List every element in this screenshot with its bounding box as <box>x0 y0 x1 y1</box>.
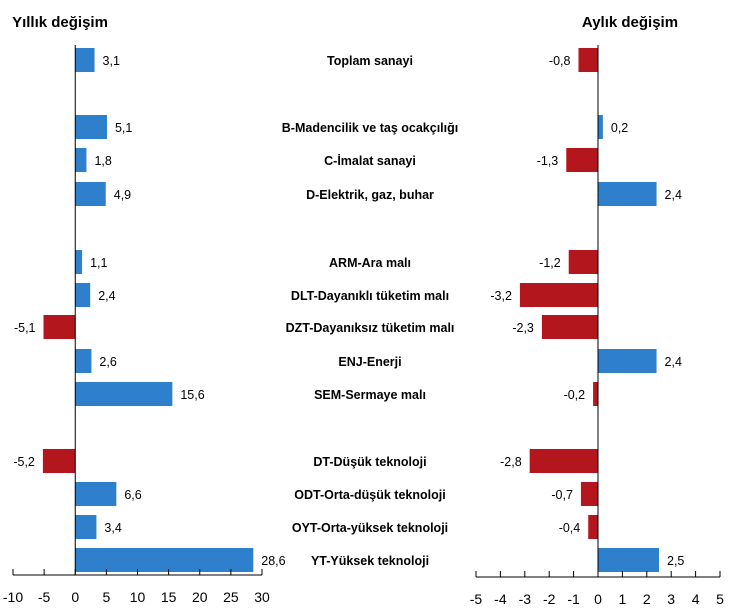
data-label: 3,4 <box>104 521 121 535</box>
bar <box>75 283 91 307</box>
tick-label: 25 <box>223 589 239 605</box>
bar <box>75 482 117 506</box>
bar <box>75 250 83 274</box>
tick-label: 5 <box>102 589 110 605</box>
category-label: ODT-Orta-düşük teknoloji <box>294 488 445 502</box>
bar <box>598 115 603 139</box>
data-label: -5,2 <box>13 455 35 469</box>
data-label: 2,4 <box>665 188 682 202</box>
category-label: ENJ-Enerji <box>338 355 401 369</box>
bar <box>75 515 97 539</box>
bar <box>75 182 106 206</box>
tick-label: -5 <box>38 589 51 605</box>
bar <box>598 548 659 572</box>
data-label: -0,7 <box>551 488 573 502</box>
data-label: -0,8 <box>549 54 571 68</box>
category-label: ARM-Ara malı <box>329 256 411 270</box>
tick-label: -4 <box>494 591 507 607</box>
tick-label: -3 <box>519 591 532 607</box>
category-label: DZT-Dayanıksız tüketim malı <box>286 321 455 335</box>
bar <box>75 349 92 373</box>
bar <box>568 250 598 274</box>
bar <box>42 449 76 473</box>
bar <box>588 515 598 539</box>
bar <box>529 449 598 473</box>
tick-label: 4 <box>692 591 700 607</box>
category-label: YT-Yüksek teknoloji <box>311 554 429 568</box>
category-label: D-Elektrik, gaz, buhar <box>306 188 434 202</box>
tick-label: 15 <box>161 589 177 605</box>
bar <box>598 182 657 206</box>
tick-label: 0 <box>71 589 79 605</box>
data-label: 2,4 <box>665 355 682 369</box>
category-label: DLT-Dayanıklı tüketim malı <box>291 289 449 303</box>
bar <box>541 315 598 339</box>
data-label: -0,2 <box>564 388 586 402</box>
bar <box>75 148 87 172</box>
category-label: OYT-Orta-yüksek teknoloji <box>292 521 448 535</box>
data-label: -2,8 <box>500 455 522 469</box>
bar <box>43 315 76 339</box>
tick-label: 1 <box>619 591 627 607</box>
data-label: 1,8 <box>94 154 111 168</box>
bar <box>598 349 657 373</box>
tick-label: 3 <box>667 591 675 607</box>
data-label: -0,4 <box>559 521 581 535</box>
category-label: B-Madencilik ve taş ocakçılığı <box>282 121 458 135</box>
tick-label: -10 <box>3 589 23 605</box>
data-label: 15,6 <box>180 388 204 402</box>
category-label: SEM-Sermaye malı <box>314 388 426 402</box>
tick-label: -5 <box>470 591 483 607</box>
data-label: 2,6 <box>99 355 116 369</box>
data-label: -2,3 <box>512 321 534 335</box>
data-label: -5,1 <box>14 321 36 335</box>
tick-label: -2 <box>543 591 556 607</box>
data-label: 2,5 <box>667 554 684 568</box>
data-label: -1,2 <box>539 256 561 270</box>
tick-label: 20 <box>192 589 208 605</box>
tick-label: 2 <box>643 591 651 607</box>
data-label: 2,4 <box>98 289 115 303</box>
monthly-title: Aylık değişim <box>582 14 678 31</box>
bar <box>75 382 173 406</box>
data-label: 1,1 <box>90 256 107 270</box>
bar <box>75 548 254 572</box>
bar <box>593 382 598 406</box>
data-label: -1,3 <box>537 154 559 168</box>
data-label: 6,6 <box>124 488 141 502</box>
tick-label: 30 <box>254 589 270 605</box>
tick-label: 10 <box>130 589 146 605</box>
bar <box>578 48 598 72</box>
data-label: 3,1 <box>103 54 120 68</box>
data-label: 0,2 <box>611 121 628 135</box>
category-label: C-İmalat sanayi <box>324 153 416 168</box>
category-label: DT-Düşük teknoloji <box>313 455 426 469</box>
bar <box>519 283 598 307</box>
bar <box>580 482 598 506</box>
bar <box>566 148 598 172</box>
tick-label: 0 <box>594 591 602 607</box>
data-label: 28,6 <box>261 554 285 568</box>
bar <box>75 115 107 139</box>
data-label: 5,1 <box>115 121 132 135</box>
bar <box>75 48 95 72</box>
tick-label: 5 <box>716 591 724 607</box>
data-label: 4,9 <box>114 188 131 202</box>
category-label: Toplam sanayi <box>327 54 413 68</box>
tick-label: -1 <box>567 591 580 607</box>
annual-title: Yıllık değişim <box>12 14 108 31</box>
data-label: -3,2 <box>490 289 512 303</box>
